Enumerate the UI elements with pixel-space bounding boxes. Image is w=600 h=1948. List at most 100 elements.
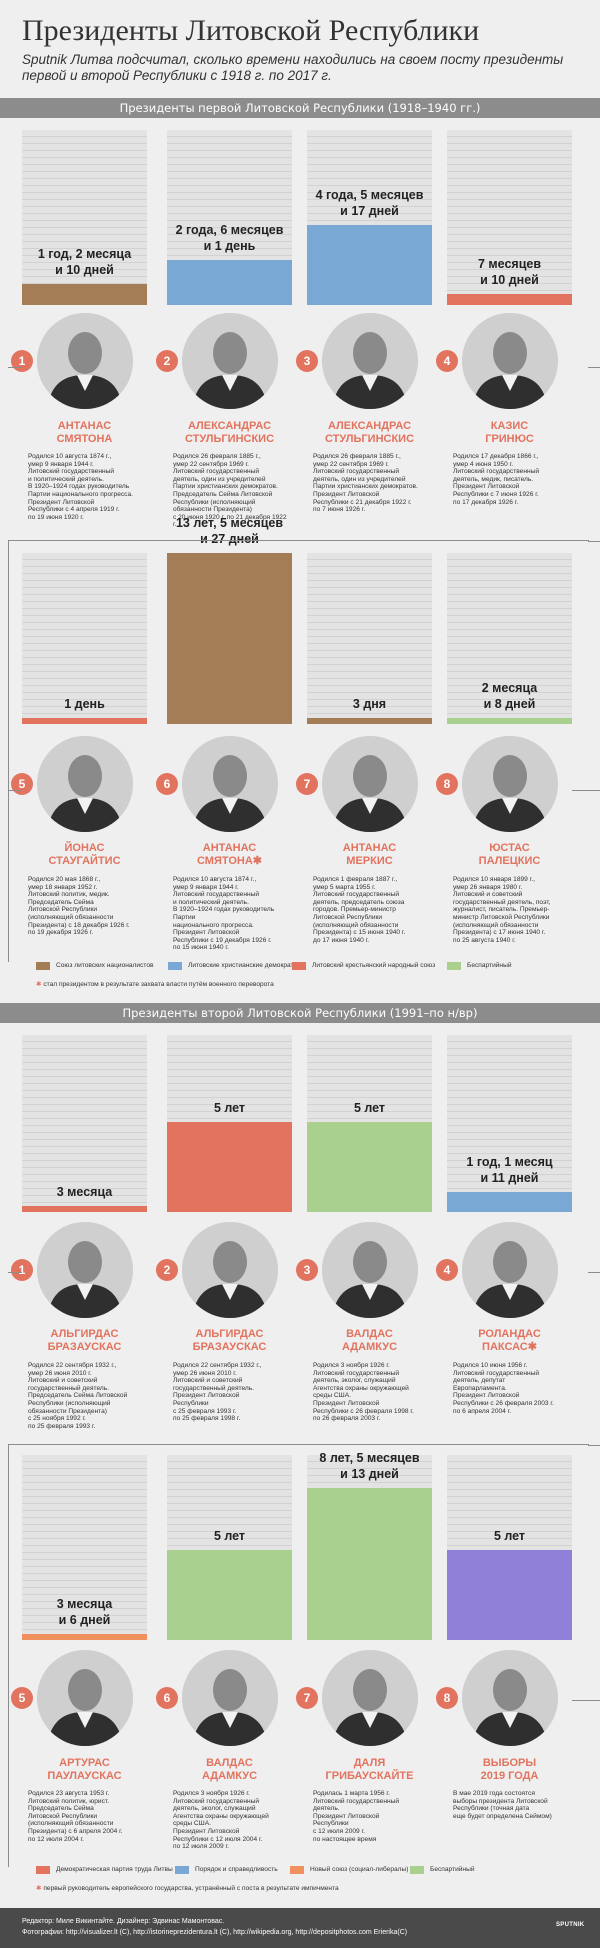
legend2-swatch (175, 1866, 189, 1874)
legend1-swatch (168, 962, 182, 970)
first-duration-label: 7 месяцев и 10 дней (477, 257, 542, 288)
first-duration-label: 3 дня (352, 697, 387, 711)
first-number-badge: 7 (296, 773, 318, 795)
connector-line (8, 1444, 589, 1867)
first-duration-label: 1 день (64, 697, 105, 711)
first-number-badge: 8 (436, 773, 458, 795)
first-name: АЛЕКСАНДРАС СТУЛЬГИНСКИС (184, 420, 275, 445)
first-column (22, 553, 147, 724)
first-bio: Родился 20 мая 1868 г., умер 18 января 1… (28, 876, 130, 937)
second-duration-label: 3 месяца и 6 дней (56, 1597, 113, 1627)
legend1-swatch (36, 962, 50, 970)
first-number-badge: 5 (11, 773, 33, 795)
first-name: АНТАНАС СМЯТОНА✱ (197, 842, 262, 867)
second-bio: Родился 22 сентября 1932 г., умер 26 июн… (28, 1362, 128, 1430)
first-name: КАЗИС ГРИНЮС (485, 420, 534, 445)
first-number-badge: 6 (156, 773, 178, 795)
second-bio: Родился 10 июня 1956 г. Литовский госуда… (453, 1362, 554, 1415)
first-column (307, 553, 432, 724)
second-number-badge: 5 (11, 1687, 33, 1709)
legend1-label: Литовские христианские демократы (188, 962, 299, 969)
section-header-second: Президенты второй Литовской Республики (… (0, 1003, 600, 1023)
first-tenure-bar (167, 260, 292, 305)
first-column (447, 553, 572, 724)
second-tenure-bar (22, 1634, 147, 1640)
first-bio: Родился 1 февраля 1887 г., умер 5 марта … (313, 876, 406, 944)
first-portrait (321, 736, 418, 832)
first-duration-label: 2 месяца и 8 дней (481, 681, 538, 711)
second-bio: Родился 23 августа 1953 г. Литовский пол… (28, 1790, 123, 1843)
legend2-swatch (290, 1866, 304, 1874)
first-name: АНТАНАС МЕРКИС (342, 842, 397, 867)
connector-line (588, 367, 600, 542)
legend1-swatch (447, 962, 461, 970)
second-duration-label: 3 месяца (56, 1185, 113, 1199)
connector-line (572, 790, 600, 792)
second-name: ВЫБОРЫ 2019 ГОДА (480, 1757, 539, 1782)
first-number-badge: 2 (156, 350, 178, 372)
connector-line (588, 1272, 600, 1446)
second-name: АРТУРАС ПАУЛАУСКАС (47, 1757, 122, 1782)
note-impeachment: ✱ первый руководитель европейского госуд… (36, 1884, 339, 1892)
first-duration-label: 2 года, 6 месяцев и 1 день (175, 223, 284, 253)
first-bio: Родился 10 января 1899 г., умер 26 январ… (453, 876, 551, 944)
second-number-badge: 3 (296, 1259, 318, 1281)
second-duration-label: 1 год, 1 месяц и 11 дней (466, 1155, 553, 1186)
second-bio: В мае 2019 года состоятся выборы президе… (453, 1790, 552, 1820)
second-tenure-bar (167, 1550, 292, 1640)
note-coup: ✱ стал президентом в результате захвата … (36, 980, 274, 988)
connector-line (8, 790, 22, 792)
second-portrait (181, 1650, 278, 1746)
first-tenure-bar (307, 224, 432, 305)
second-number-badge: 6 (156, 1687, 178, 1709)
second-bio: Родился 3 ноября 1926 г. Литовский госуд… (173, 1790, 269, 1851)
second-portrait (461, 1650, 558, 1746)
connector-line (572, 1700, 600, 1702)
legend1-label: Литовский крестьянский народный союз (312, 962, 436, 969)
legend2-swatch (36, 1866, 50, 1874)
legend2-label: Порядок и справедливость (195, 1866, 278, 1873)
second-name: ДАЛЯ ГРИБАУСКАЙТЕ (325, 1757, 414, 1782)
first-bio: Родился 26 февраля 1885 г., умер 22 сент… (313, 453, 418, 514)
second-column (22, 1455, 147, 1640)
second-duration-label: 5 лет (353, 1101, 386, 1115)
first-duration-label: 1 год, 2 месяца и 10 дней (37, 246, 132, 277)
legend2-swatch (410, 1866, 424, 1874)
note-impeachment-text: первый руководитель европейского государ… (43, 1885, 339, 1892)
second-tenure-bar (447, 1192, 572, 1212)
legend1-label: Союз литовских националистов (56, 962, 154, 969)
second-duration-label: 5 лет (493, 1529, 526, 1543)
second-number-badge: 2 (156, 1259, 178, 1281)
second-bio: Родился 3 ноября 1926 г. Литовский госуд… (313, 1362, 414, 1423)
first-bio: Родился 26 февраля 1885 г., умер 22 сент… (173, 453, 287, 529)
asterisk-icon: ✱ (36, 1885, 44, 1892)
second-name: АЛЬГИРДАС БРАЗАУСКАС (192, 1328, 267, 1353)
second-portrait (321, 1650, 418, 1746)
first-column (22, 130, 147, 305)
second-column (447, 1035, 572, 1212)
second-column (22, 1035, 147, 1212)
page-title: Президенты Литовской Республики (22, 14, 480, 47)
first-number-badge: 1 (11, 350, 33, 372)
first-bio: Родился 17 декабря 1866 г., умер 4 июня … (453, 453, 540, 506)
first-portrait (461, 313, 558, 409)
second-portrait (181, 1222, 278, 1318)
second-portrait (36, 1222, 133, 1318)
first-number-badge: 4 (436, 350, 458, 372)
first-tenure-bar (447, 718, 572, 724)
legend2-label: Беспартийный (430, 1866, 475, 1873)
second-bio: Родилась 1 марта 1956 г. Литовский госуд… (313, 1790, 400, 1843)
first-portrait (36, 736, 133, 832)
legend2-label: Демократическая партия труда Литвы (56, 1866, 173, 1873)
connector-line (8, 540, 589, 962)
legend1-label: Беспартийный (467, 962, 512, 969)
asterisk-icon: ✱ (36, 981, 44, 988)
first-number-badge: 3 (296, 350, 318, 372)
note-coup-text: стал президентом в результате захвата вл… (43, 981, 274, 988)
footer-credits: Редактор: Миле Викинтайте. Дизайнер: Эдв… (22, 1918, 225, 1925)
second-tenure-bar (307, 1487, 432, 1640)
second-name: РОЛАНДАС ПАКСАС✱ (478, 1328, 541, 1353)
second-tenure-bar (447, 1550, 572, 1640)
second-tenure-bar (167, 1122, 292, 1212)
first-name: АНТАНАС СМЯТОНА (56, 420, 113, 445)
